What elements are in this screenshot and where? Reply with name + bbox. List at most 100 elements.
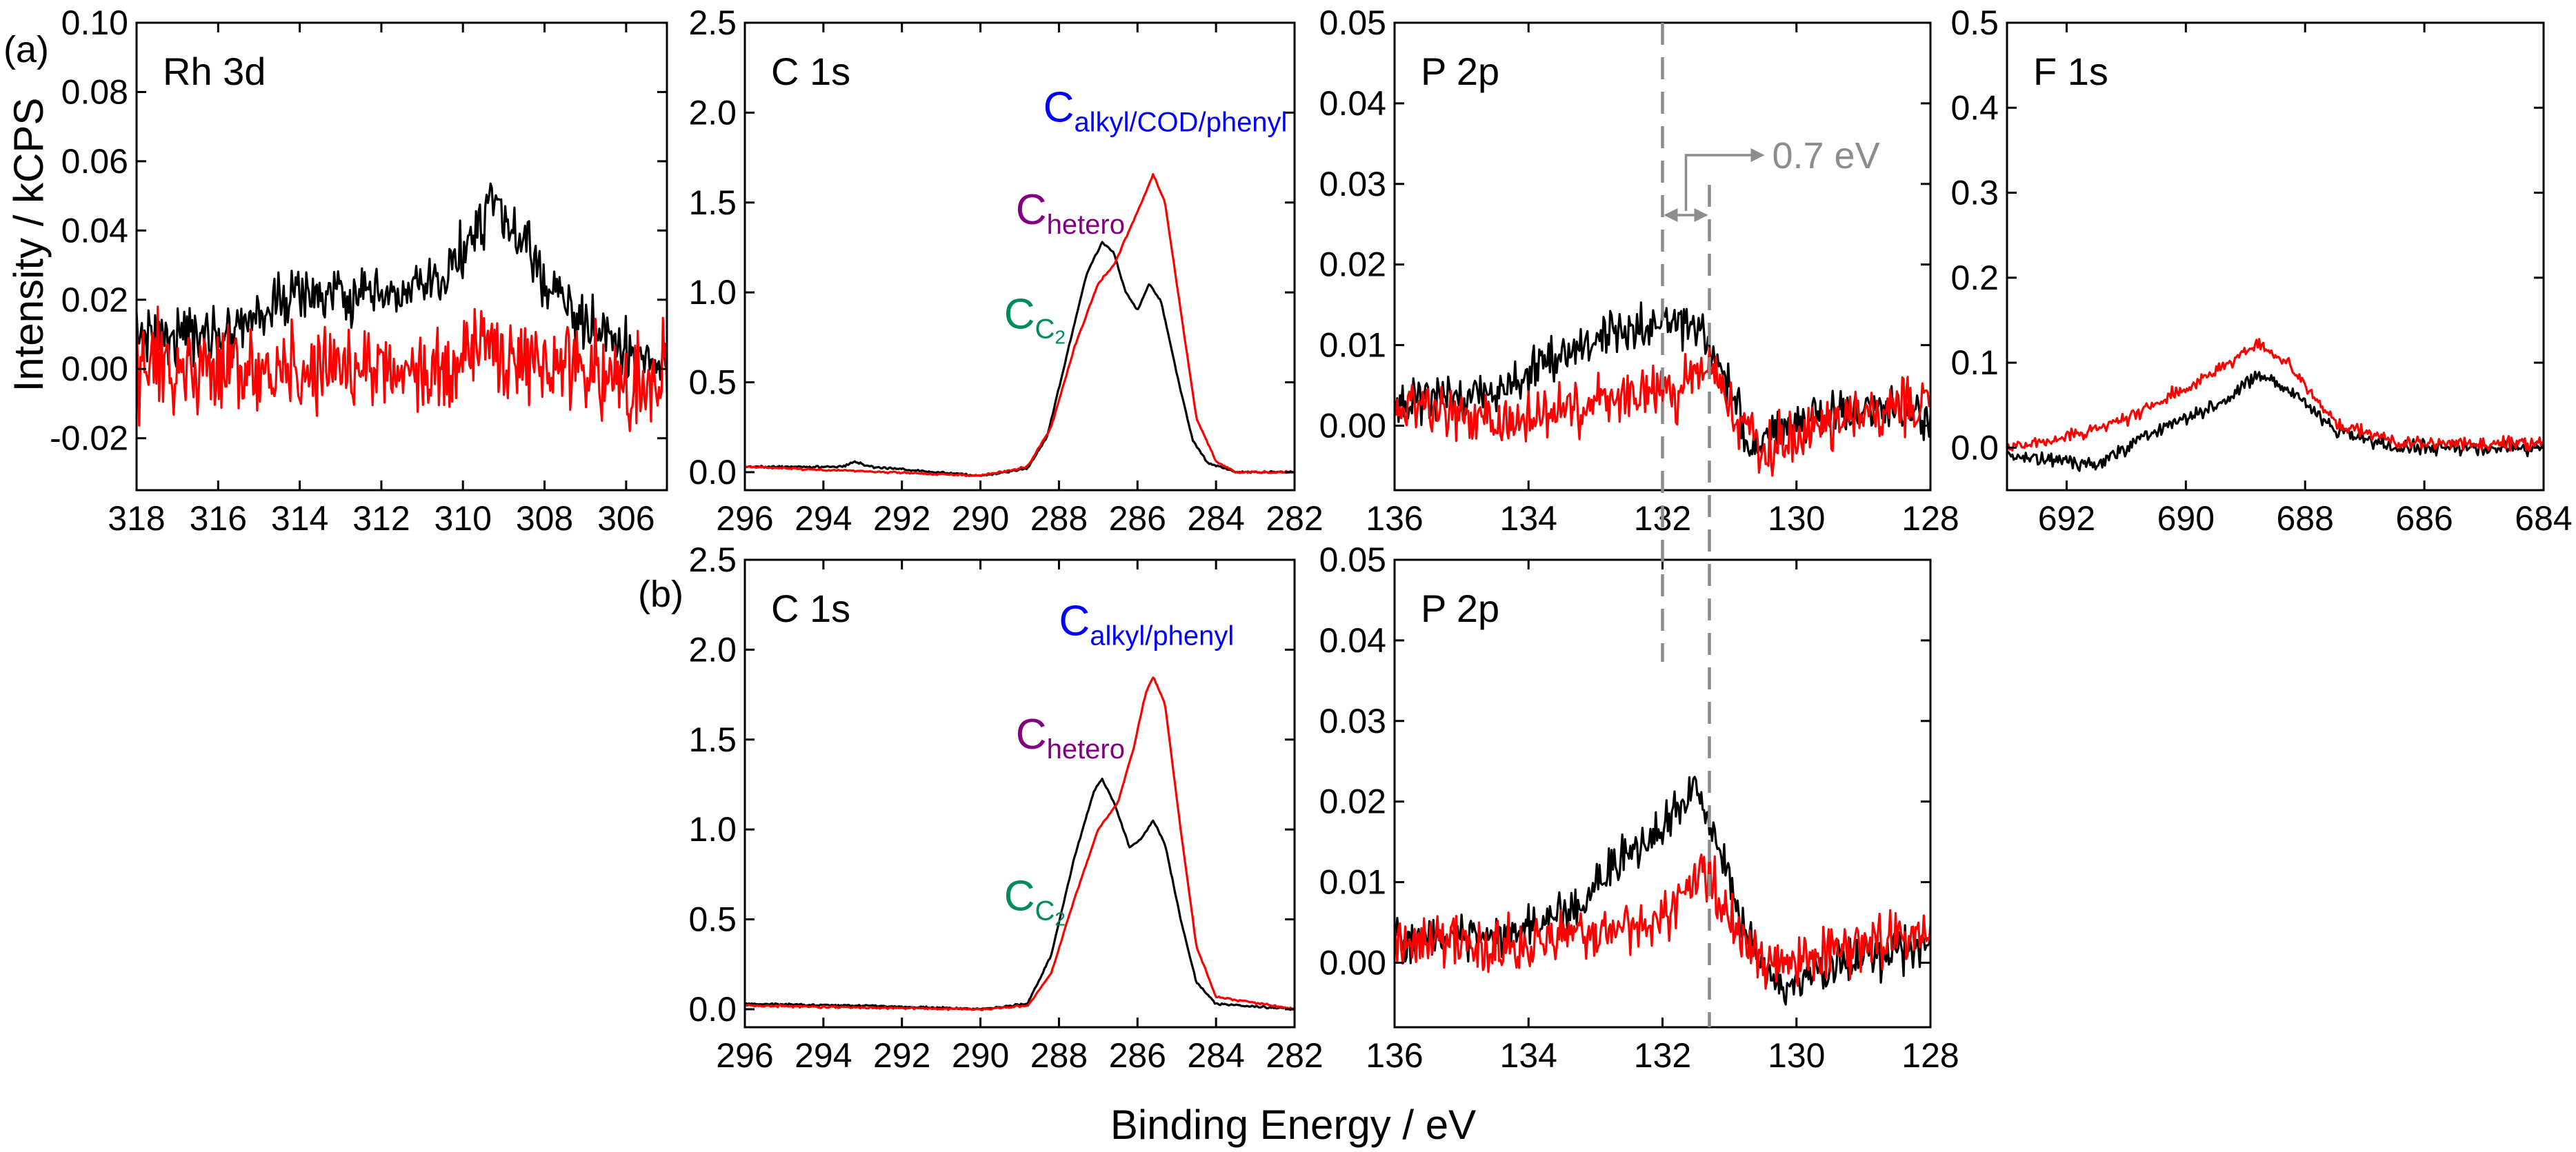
x-tick-label: 288 bbox=[1030, 499, 1088, 538]
y-tick-label: 0.04 bbox=[61, 211, 128, 250]
x-tick-label: 684 bbox=[2515, 499, 2572, 538]
peak-annotation: Calkyl/phenyl bbox=[1059, 598, 1234, 651]
panel-b_c1s: 296 294 292 290 288 286 284 282 0.0 0.5 1.0 1.5 2.0 2… bbox=[688, 540, 1323, 1075]
x-tick-label: 284 bbox=[1187, 499, 1244, 538]
y-tick-label: 0.02 bbox=[1319, 245, 1386, 284]
panel-a_rh3d: 318 316 314 312 310 308 306 -0.02 0.00 0.02 0.04 0.… bbox=[50, 3, 668, 538]
x-tick-label: 130 bbox=[1768, 499, 1825, 538]
y-tick-label: 0.01 bbox=[1319, 863, 1386, 902]
panel-title: C 1s bbox=[771, 587, 850, 630]
panel-title: Rh 3d bbox=[163, 50, 266, 93]
series-group bbox=[745, 173, 1295, 478]
x-tick-label: 134 bbox=[1500, 499, 1557, 538]
y-tick-label: 2.5 bbox=[688, 3, 737, 42]
panel-title: F 1s bbox=[2033, 50, 2108, 93]
y-tick-label: 0.4 bbox=[1950, 88, 1999, 127]
x-axis-title: Binding Energy / eV bbox=[1110, 1102, 1476, 1148]
y-tick-label: 2.5 bbox=[688, 540, 737, 579]
y-tick-label: 0.0 bbox=[688, 453, 737, 492]
panel-title: P 2p bbox=[1421, 587, 1499, 630]
y-tick-label: 0.00 bbox=[1319, 943, 1386, 982]
plot-frame bbox=[2006, 21, 2545, 492]
panel-a_c1s: 296 294 292 290 288 286 284 282 0.0 0.5 1.0 1.5 2.0 2… bbox=[688, 3, 1323, 538]
x-tick-label: 688 bbox=[2277, 499, 2334, 538]
peak-annotation: Calkyl/COD/phenyl bbox=[1044, 83, 1288, 137]
plot-frame bbox=[743, 558, 1296, 1029]
x-tick-label: 136 bbox=[1366, 499, 1423, 538]
y-tick-label: 0.02 bbox=[1319, 782, 1386, 821]
series-group bbox=[745, 676, 1295, 1011]
y-tick-label: 0.0 bbox=[688, 990, 737, 1029]
y-tick-label: 1.0 bbox=[688, 273, 737, 312]
x-tick-label: 306 bbox=[597, 499, 655, 538]
series-line-black bbox=[2007, 370, 2544, 472]
x-tick-label: 692 bbox=[2038, 499, 2095, 538]
y-tick-label: 0.1 bbox=[1950, 343, 1999, 382]
y-tick-label: 2.0 bbox=[688, 93, 737, 132]
y-tick-label: 0.02 bbox=[61, 281, 128, 319]
y-tick-label: -0.02 bbox=[50, 419, 128, 458]
x-tick-label: 314 bbox=[271, 499, 328, 538]
y-tick-label: 2.0 bbox=[688, 630, 737, 669]
x-tick-label: 312 bbox=[352, 499, 410, 538]
y-tick-label: 0.5 bbox=[1950, 3, 1999, 42]
x-tick-label: 132 bbox=[1634, 1036, 1691, 1075]
x-tick-label: 308 bbox=[516, 499, 573, 538]
panel-title: P 2p bbox=[1421, 50, 1499, 93]
y-tick-label: 0.2 bbox=[1950, 259, 1999, 297]
y-tick-label: 0.04 bbox=[1319, 84, 1386, 123]
panel-b_p2p: 136 134 132 130 128 0.00 0.01 0.02 0.03 0.04 0.05 P… bbox=[1319, 540, 1959, 1075]
x-tick-label: 282 bbox=[1266, 1036, 1323, 1075]
series-line-black bbox=[1395, 776, 1930, 1006]
y-tick-label: 0.0 bbox=[1950, 428, 1999, 467]
y-tick-label: 0.05 bbox=[1319, 3, 1386, 42]
series-line-black bbox=[137, 182, 667, 383]
x-tick-label: 292 bbox=[873, 499, 930, 538]
label-leader-line bbox=[1684, 154, 1755, 211]
y-tick-label: 0.04 bbox=[1319, 621, 1386, 660]
x-tick-label: 294 bbox=[795, 1036, 852, 1075]
plot-frame bbox=[743, 21, 1296, 492]
y-tick-label: 0.00 bbox=[61, 350, 128, 388]
x-tick-label: 310 bbox=[435, 499, 492, 538]
x-tick-label: 296 bbox=[716, 1036, 773, 1075]
panel-a_f1s: 692 690 688 686 684 0.0 0.1 0.2 0.3 0.4 0.5 F 1s bbox=[1950, 3, 2572, 538]
shift-arrowhead-right bbox=[1694, 208, 1708, 222]
shift-arrowhead-left bbox=[1664, 208, 1678, 222]
x-tick-label: 690 bbox=[2157, 499, 2215, 538]
series-line-red bbox=[745, 676, 1295, 1011]
reference-markers: 0.7 eV bbox=[1661, 23, 1880, 1027]
label-leader-arrowhead bbox=[1750, 148, 1765, 162]
y-tick-label: 0.00 bbox=[1319, 406, 1386, 445]
x-tick-label: 290 bbox=[952, 1036, 1009, 1075]
x-tick-label: 290 bbox=[952, 499, 1009, 538]
x-tick-label: 316 bbox=[190, 499, 247, 538]
x-tick-label: 128 bbox=[1901, 499, 1959, 538]
x-tick-label: 136 bbox=[1366, 1036, 1423, 1075]
y-tick-label: 1.5 bbox=[688, 183, 737, 222]
y-tick-label: 0.3 bbox=[1950, 174, 1999, 212]
y-tick-label: 0.5 bbox=[688, 900, 737, 939]
x-tick-label: 294 bbox=[795, 499, 852, 538]
series-group bbox=[137, 182, 667, 432]
panel-a_p2p: 136 134 132 130 1280.000.010.020.030.040.05P… bbox=[1319, 3, 1959, 538]
y-tick-label: 0.10 bbox=[61, 3, 128, 42]
x-tick-label: 288 bbox=[1030, 1036, 1088, 1075]
series-line-red bbox=[2007, 338, 2544, 452]
x-tick-label: 318 bbox=[108, 499, 165, 538]
series-line-red bbox=[137, 305, 667, 432]
series-line-red bbox=[1395, 850, 1930, 990]
peak-annotation: CC2 bbox=[1004, 873, 1066, 930]
y-tick-label: 0.5 bbox=[688, 363, 737, 402]
x-tick-label: 284 bbox=[1187, 1036, 1244, 1075]
y-tick-label: 1.5 bbox=[688, 720, 737, 759]
series-line-red bbox=[745, 173, 1295, 478]
peak-annotation: Chetero bbox=[1016, 186, 1125, 240]
x-tick-label: 286 bbox=[1109, 1036, 1166, 1075]
y-axis-title: Intensity / kCPS bbox=[6, 98, 52, 392]
chart-panels: 318 316 314 312 310 308 306 -0.02 0.00 0.02 0.04 0.… bbox=[50, 3, 2573, 1075]
x-tick-label: 686 bbox=[2395, 499, 2453, 538]
y-tick-label: 0.08 bbox=[61, 72, 128, 111]
row-label-b: (b) bbox=[638, 574, 683, 615]
